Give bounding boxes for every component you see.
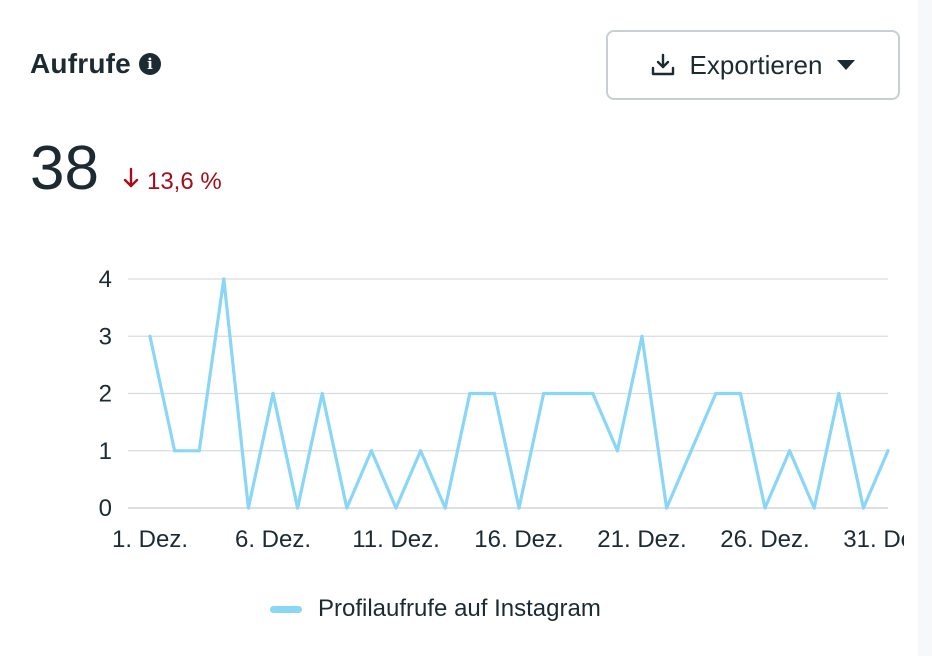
x-tick-label: 26. Dez. xyxy=(720,526,809,553)
data-point xyxy=(394,506,398,510)
download-icon xyxy=(650,52,676,78)
data-point xyxy=(369,449,373,453)
metric-summary: 38 13,6 % xyxy=(30,138,222,200)
arrow-down-icon xyxy=(123,167,139,196)
chart-legend: Profilaufrufe auf Instagram xyxy=(270,595,601,623)
card-title: Aufrufe xyxy=(30,48,131,79)
data-point xyxy=(296,506,300,510)
data-point xyxy=(345,506,349,510)
data-point xyxy=(542,391,546,396)
y-tick-label: 2 xyxy=(99,381,112,408)
data-point xyxy=(788,449,792,453)
data-point xyxy=(738,391,743,396)
x-tick-label: 1. Dez. xyxy=(112,526,188,553)
x-tick-label: 6. Dez. xyxy=(235,526,311,553)
line-chart: 0 1 2 3 4 1. Dez. 6. Dez. 11. Dez. 16. Dez. 21. D… xyxy=(99,266,932,553)
data-point xyxy=(148,334,152,338)
data-point xyxy=(861,506,866,510)
data-point xyxy=(222,277,226,281)
data-point xyxy=(615,449,620,453)
data-point xyxy=(837,391,841,396)
delta-value: 13,6 % xyxy=(146,167,222,195)
data-point xyxy=(714,391,718,396)
delta-badge: 13,6 % xyxy=(123,167,222,196)
data-point xyxy=(320,391,324,396)
data-point xyxy=(665,506,669,510)
data-point xyxy=(443,506,447,510)
data-point xyxy=(173,449,177,453)
data-point xyxy=(419,449,423,453)
data-point xyxy=(640,334,644,338)
data-point xyxy=(812,506,816,510)
chart-area: 0 1 2 3 4 1. Dez. 6. Dez. 11. Dez. 16. Dez. 21. D… xyxy=(99,266,932,553)
chart-header: Aufrufe i xyxy=(30,48,161,80)
data-point xyxy=(689,449,693,453)
data-point xyxy=(517,506,521,510)
data-point xyxy=(566,391,570,396)
data-point xyxy=(492,391,496,396)
right-edge-panel xyxy=(918,0,932,656)
y-tick-label: 4 xyxy=(99,266,112,293)
data-point xyxy=(468,391,472,396)
legend-swatch xyxy=(270,605,302,613)
data-point xyxy=(271,391,275,396)
x-tick-label: 16. Dez. xyxy=(474,526,563,553)
y-tick-label: 1 xyxy=(99,438,112,465)
data-point xyxy=(886,449,890,453)
data-point xyxy=(591,391,595,396)
export-label: Exportieren xyxy=(689,49,823,80)
info-icon[interactable]: i xyxy=(138,53,161,75)
metric-value: 38 xyxy=(30,134,99,203)
y-tick-label: 3 xyxy=(99,323,112,350)
x-tick-label: 31. Dez. xyxy=(843,526,904,553)
caret-down-icon xyxy=(836,58,856,72)
x-tick-label: 21. Dez. xyxy=(597,526,686,553)
x-tick-label: 11. Dez. xyxy=(352,526,440,553)
y-tick-label: 0 xyxy=(99,495,112,522)
data-point xyxy=(763,506,767,510)
data-point xyxy=(197,449,201,453)
data-point xyxy=(246,506,250,510)
legend-label: Profilaufrufe auf Instagram xyxy=(318,595,601,622)
export-button[interactable]: Exportieren xyxy=(606,30,900,100)
